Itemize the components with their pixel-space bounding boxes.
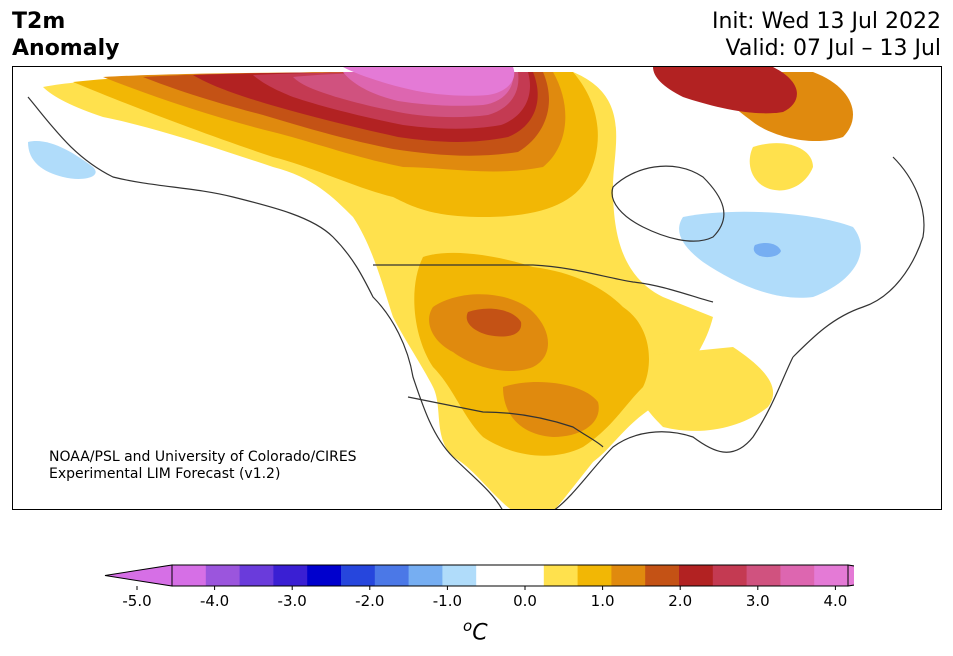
colorbar-segment <box>239 565 274 586</box>
anomaly-band-3-south <box>503 382 599 437</box>
valid-range-label: Valid: 07 Jul – 13 Jul <box>725 36 941 61</box>
anomaly-band-9 <box>343 67 515 96</box>
colorbar-segment <box>341 565 376 586</box>
anomaly-band-1-ne <box>749 143 813 191</box>
coastlines <box>27 96 925 509</box>
colorbar-outline <box>171 564 849 587</box>
colorbar-segment <box>746 565 781 586</box>
colorbar-svg: -5.0-4.0-3.0-2.0-1.00.01.02.03.04.05.0 <box>104 564 925 610</box>
colorbar-over-arrow <box>847 564 916 587</box>
unit-letter: C <box>472 620 488 646</box>
colorbar-tick-label: -4.0 <box>200 592 229 610</box>
colorbar-segment <box>273 565 308 586</box>
colorbar-segment <box>476 565 511 586</box>
colorbar-segment <box>780 565 815 586</box>
colorbar-tick-label: -3.0 <box>278 592 307 610</box>
title-line-2: Anomaly <box>12 36 120 61</box>
colorbar-segment <box>645 565 680 586</box>
title-line-1: T2m <box>12 9 66 34</box>
anomaly-band-5-ne <box>653 67 797 114</box>
colorbar-tick-label: 2.0 <box>668 592 692 610</box>
colorbar-segment <box>408 565 443 586</box>
colorbar-segment <box>679 565 714 586</box>
colorbar-segment <box>712 565 748 586</box>
colorbar-tick-label: 3.0 <box>746 592 770 610</box>
colorbar-segment <box>374 565 410 586</box>
coastline-gulf <box>554 356 794 509</box>
hudson-bay-shore <box>611 165 725 242</box>
credit-line-1: NOAA/PSL and University of Colorado/CIRE… <box>49 449 357 465</box>
colorbar-tick-label: -5.0 <box>122 592 151 610</box>
cool-anomaly-alaska <box>28 141 96 179</box>
coastline-west <box>27 96 503 509</box>
colorbar-tick-label: 1.0 <box>591 592 615 610</box>
colorbar-unit: oC <box>463 617 488 645</box>
unit-degree: o <box>463 617 473 635</box>
anomaly-band-4-interior <box>466 308 522 337</box>
colorbar-segment <box>307 565 342 586</box>
colorbar-tick-label: -1.0 <box>433 592 462 610</box>
anomaly-band-1-e <box>632 347 774 431</box>
colorbar-segment <box>611 565 646 586</box>
colorbar-segment <box>814 565 849 586</box>
forecast-credit: NOAA/PSL and University of Colorado/CIRE… <box>49 449 357 483</box>
colorbar-tick-labels: -5.0-4.0-3.0-2.0-1.00.01.02.03.04.05.0 <box>122 586 925 610</box>
colorbar-segment <box>577 565 612 586</box>
colorbar-tick-label: 4.0 <box>823 592 847 610</box>
anomaly-map <box>12 66 942 510</box>
credit-line-2: Experimental LIM Forecast (v1.2) <box>49 466 281 482</box>
colorbar-segment <box>543 565 579 586</box>
border-us-canada <box>373 264 714 303</box>
map-title: T2m Anomaly <box>12 8 119 62</box>
colorbar-under-arrow <box>104 564 173 587</box>
anomaly-map-svg <box>27 67 925 509</box>
colorbar-segment <box>205 565 241 586</box>
colorbar-tick-label: 0.0 <box>513 592 537 610</box>
colorbar: -5.0-4.0-3.0-2.0-1.00.01.02.03.04.05.0 <box>104 564 925 618</box>
colorbar-segment <box>510 565 545 586</box>
cool-anomaly-quebec-core <box>753 243 781 258</box>
colorbar-segments <box>104 564 916 587</box>
colorbar-segment <box>172 565 207 586</box>
date-info: Init: Wed 13 Jul 2022 Valid: 07 Jul – 13… <box>712 8 941 62</box>
colorbar-segment <box>442 565 477 586</box>
colorbar-tick-label: -2.0 <box>355 592 384 610</box>
border-us-mexico <box>407 396 604 448</box>
init-date-label: Init: Wed 13 Jul 2022 <box>711 9 941 34</box>
coastline-atlantic <box>792 156 925 358</box>
